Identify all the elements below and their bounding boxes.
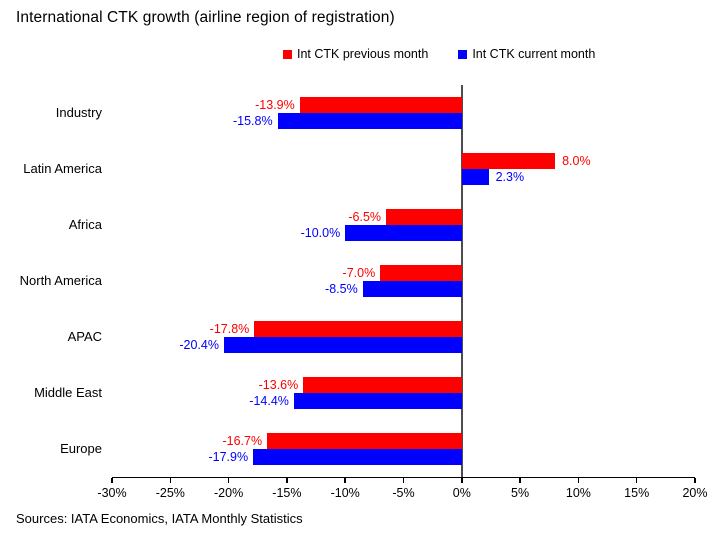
legend-label-previous-month: Int CTK previous month (297, 47, 429, 61)
x-tick-label: 5% (511, 486, 530, 500)
x-tick-label: 20% (682, 486, 708, 500)
category-label: Africa (68, 217, 102, 232)
x-tick-mark (461, 478, 463, 483)
category-label: Middle East (34, 385, 102, 400)
value-label: -6.5% (348, 210, 382, 224)
bar-current-month (277, 113, 462, 129)
bar-current-month (223, 337, 462, 353)
value-label: -13.6% (258, 378, 299, 392)
value-label: 2.3% (495, 170, 525, 184)
x-tick-label: 15% (624, 486, 650, 500)
x-tick-mark (519, 478, 521, 483)
x-tick-mark (694, 478, 696, 483)
x-tick-label: 10% (565, 486, 591, 500)
legend: Int CTK previous month Int CTK current m… (283, 47, 595, 61)
x-tick-mark (635, 478, 638, 483)
value-label: -10.0% (300, 226, 341, 240)
bar-previous-month (386, 209, 462, 225)
source-note: Sources: IATA Economics, IATA Monthly St… (16, 511, 303, 526)
value-label: -20.4% (179, 338, 219, 352)
legend-item-previous-month: Int CTK previous month (283, 47, 428, 61)
x-tick-label: -25% (155, 486, 185, 500)
bar-previous-month (380, 265, 462, 281)
value-label: -7.0% (342, 266, 376, 280)
x-tick-label: 0% (452, 486, 471, 500)
x-tick-label: -15% (272, 486, 302, 500)
legend-item-current-month: Int CTK current month (458, 47, 595, 61)
bar-previous-month (461, 153, 556, 169)
value-label: -13.9% (255, 98, 295, 112)
bar-current-month (461, 169, 489, 185)
x-tick-mark (227, 478, 230, 483)
value-label: -17.8% (209, 322, 250, 336)
bar-current-month (253, 449, 462, 465)
value-label: -16.7% (222, 434, 263, 448)
category-label: Industry (55, 105, 102, 120)
bar-current-month (362, 281, 462, 297)
x-tick-mark (169, 478, 172, 483)
value-label: -8.5% (325, 282, 358, 296)
category-label: Latin America (23, 161, 102, 176)
bar-previous-month (267, 433, 462, 449)
legend-swatch-red-icon (283, 49, 292, 59)
category-label: Europe (60, 441, 102, 456)
x-tick-mark (577, 478, 580, 483)
plot-area: -13.9% -15.8% 8.0% 2.3% -6.5% -10.0% -7.0% -8.5… (112, 85, 695, 477)
x-tick-label: -30% (97, 486, 127, 500)
x-axis: -30% -25% -20% -15% -10% -5% 0% 5% 10% 15% 20% (97, 477, 708, 508)
bar-previous-month (303, 377, 462, 393)
x-tick-mark (344, 478, 346, 483)
bar-previous-month (299, 97, 462, 113)
value-label: -17.9% (208, 450, 249, 464)
category-label: APAC (67, 329, 102, 344)
x-tick-mark (286, 478, 288, 483)
zero-axis-line (460, 85, 463, 477)
category-axis: Industry Latin America Africa North America… (0, 85, 102, 477)
x-tick-mark (402, 478, 405, 483)
bar-current-month (293, 393, 462, 409)
category-label: North America (19, 273, 102, 288)
x-tick-label: -10% (330, 486, 360, 500)
value-label: -15.8% (232, 114, 273, 128)
legend-label-current-month: Int CTK current month (472, 47, 596, 61)
bar-previous-month (254, 321, 462, 337)
x-tick-label: -5% (392, 486, 415, 500)
legend-swatch-blue-icon (458, 49, 468, 59)
bar-current-month (345, 225, 462, 241)
value-label: -14.4% (249, 394, 289, 408)
value-label: 8.0% (562, 154, 591, 168)
x-tick-label: -20% (214, 486, 244, 500)
x-tick-mark (111, 478, 113, 483)
chart-title: International CTK growth (airline region… (16, 9, 395, 26)
